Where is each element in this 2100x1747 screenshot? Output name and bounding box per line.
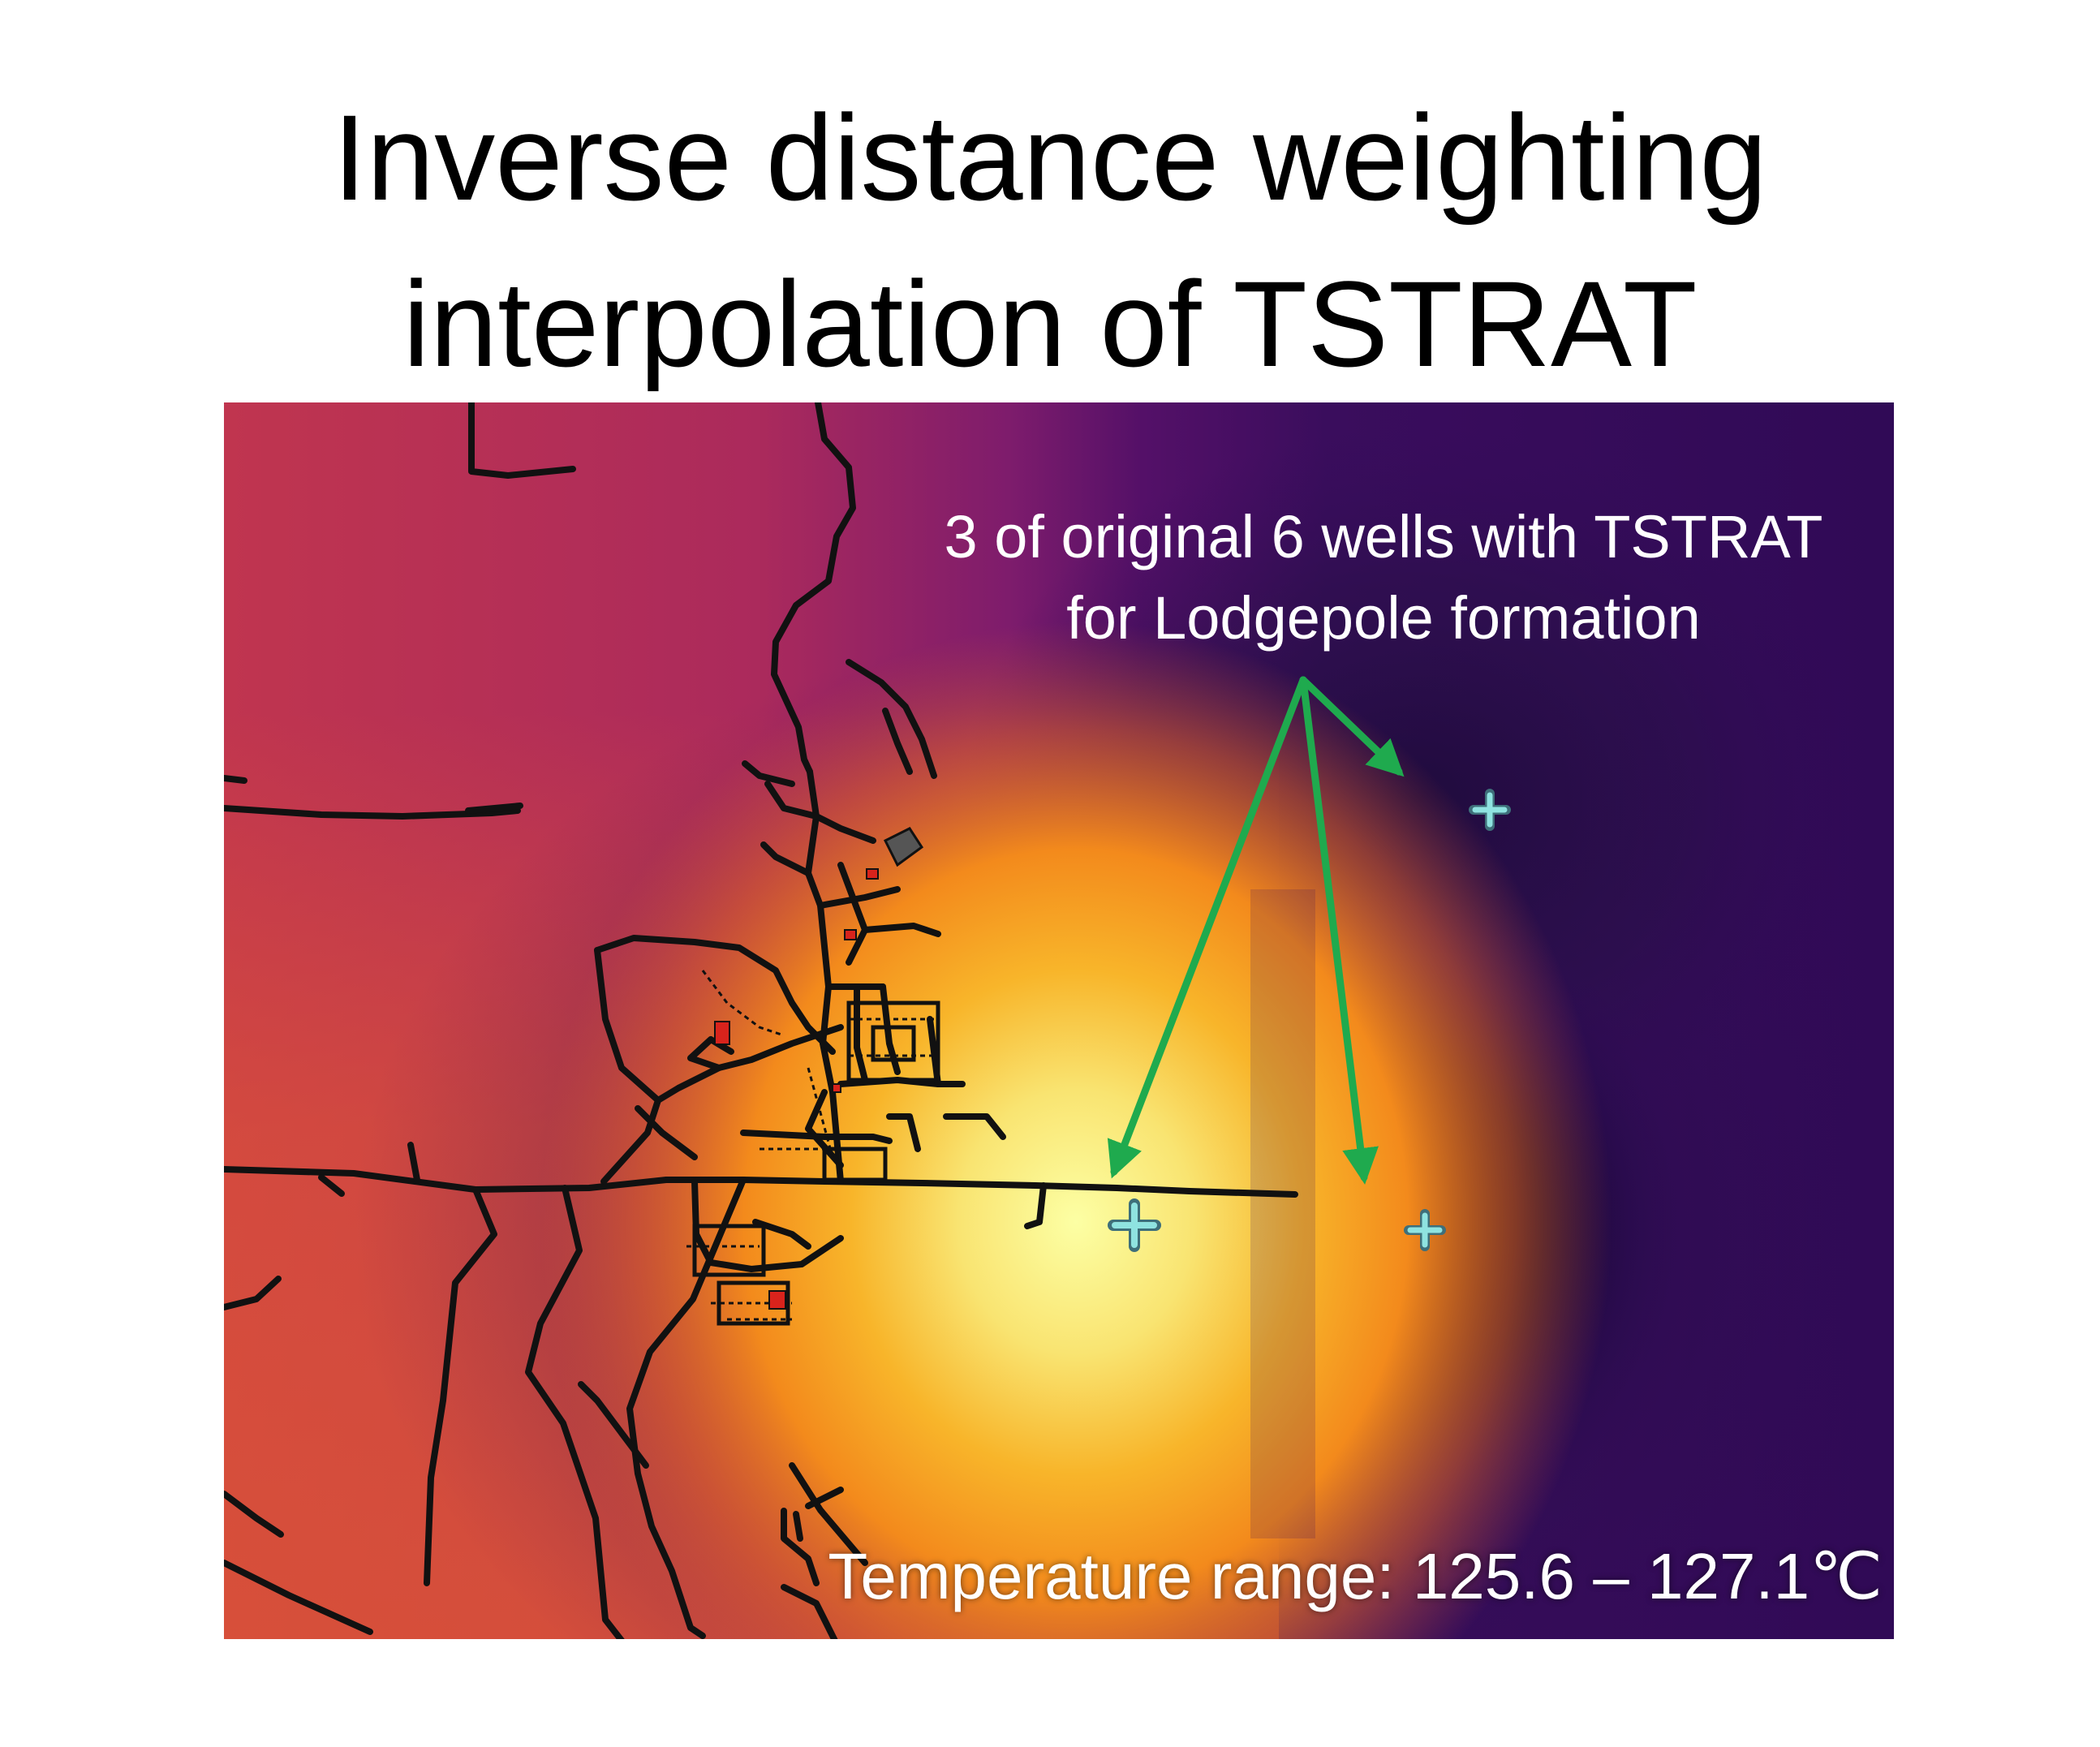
town-block-c (692, 1224, 766, 1277)
road-west-loop-inner (655, 1024, 844, 1104)
road-main (224, 1166, 1298, 1198)
road-s5 (781, 1508, 820, 1586)
road-w6 (465, 803, 523, 814)
road-branch-h (742, 760, 795, 787)
road-sw-1 (424, 1186, 497, 1586)
idw-map (224, 402, 1894, 1639)
road-town-east-v (886, 1113, 921, 1152)
road-branch-f (862, 923, 941, 937)
road-inner-spur (635, 1105, 698, 1160)
road-west-loop-top (594, 935, 836, 1055)
surface-seam (1250, 889, 1315, 1538)
town-block-a (846, 1000, 940, 1082)
road-w2 (224, 1491, 284, 1538)
road-network (224, 402, 1298, 1639)
road-sw-2 (525, 1185, 625, 1639)
arrow-to-well-1 (1107, 676, 1307, 1179)
road-s (626, 1177, 747, 1639)
callout-arrows (1107, 676, 1405, 1185)
lot-row-g (807, 1067, 834, 1158)
road-s3b (805, 1487, 844, 1509)
road-n2 (771, 402, 856, 775)
town-block-e (822, 1147, 888, 1182)
building-3 (844, 929, 857, 940)
road-branch-b (854, 983, 868, 1083)
road-branch-g (760, 841, 811, 876)
building-1 (714, 1021, 730, 1045)
road-w3 (224, 1560, 373, 1635)
road-n4 (846, 659, 937, 779)
title-line-2: interpolation of TSTRAT (402, 256, 1698, 392)
road-n6 (813, 813, 876, 844)
town-lots (686, 970, 938, 1321)
road-west-loop-w (594, 947, 661, 1185)
building-4 (768, 1290, 786, 1310)
well-marker-3[interactable] (1404, 1209, 1446, 1251)
buildings (714, 868, 879, 1310)
arrow-to-well-3 (1299, 676, 1379, 1185)
road-loop-n (752, 1219, 811, 1250)
road-s3 (789, 1462, 868, 1566)
slide-title: Inverse distance weighting interpolation… (0, 75, 2100, 407)
title-line-1: Inverse distance weighting (333, 89, 1767, 226)
road-spur-b (407, 1142, 420, 1183)
building-dark (883, 827, 924, 867)
callout-line-2: for Lodgepole formation (1066, 584, 1701, 652)
road-w5 (224, 805, 521, 820)
well-marker-2[interactable] (1469, 789, 1511, 831)
town-block-b (871, 1025, 916, 1062)
road-s6 (793, 1511, 803, 1542)
road-town-east (740, 1130, 893, 1144)
road-spur-a (318, 1174, 345, 1197)
road-spur-east (1024, 1182, 1047, 1229)
road-branch-c (880, 983, 901, 1075)
road-loop-east (943, 1113, 1006, 1140)
well-marker-1[interactable] (1108, 1198, 1161, 1252)
road-n7 (764, 781, 820, 820)
road-branch-e (817, 886, 901, 909)
road-w4 (224, 775, 247, 784)
temperature-range-label: Temperature range: 125.6 – 127.1℃ (828, 1540, 1883, 1612)
town-block-d (716, 1280, 790, 1326)
arrow-to-well-2 (1299, 676, 1405, 777)
road-s4 (781, 1584, 838, 1639)
lot-row-a (701, 970, 785, 1037)
road-n1 (468, 402, 576, 479)
road-n5 (882, 708, 913, 775)
map-canvas (224, 402, 1894, 1639)
road-s2 (578, 1381, 649, 1469)
road-w1 (224, 1276, 282, 1310)
road-curl (687, 1036, 734, 1071)
town-blocks (692, 1000, 940, 1326)
callout-line-1: 3 of original 6 wells with TSTRAT (944, 503, 1823, 570)
road-n3 (805, 768, 844, 1185)
callout-text: 3 of original 6 wells with TSTRAT for Lo… (848, 497, 1919, 659)
building-5 (832, 1083, 841, 1093)
building-2 (866, 868, 879, 880)
